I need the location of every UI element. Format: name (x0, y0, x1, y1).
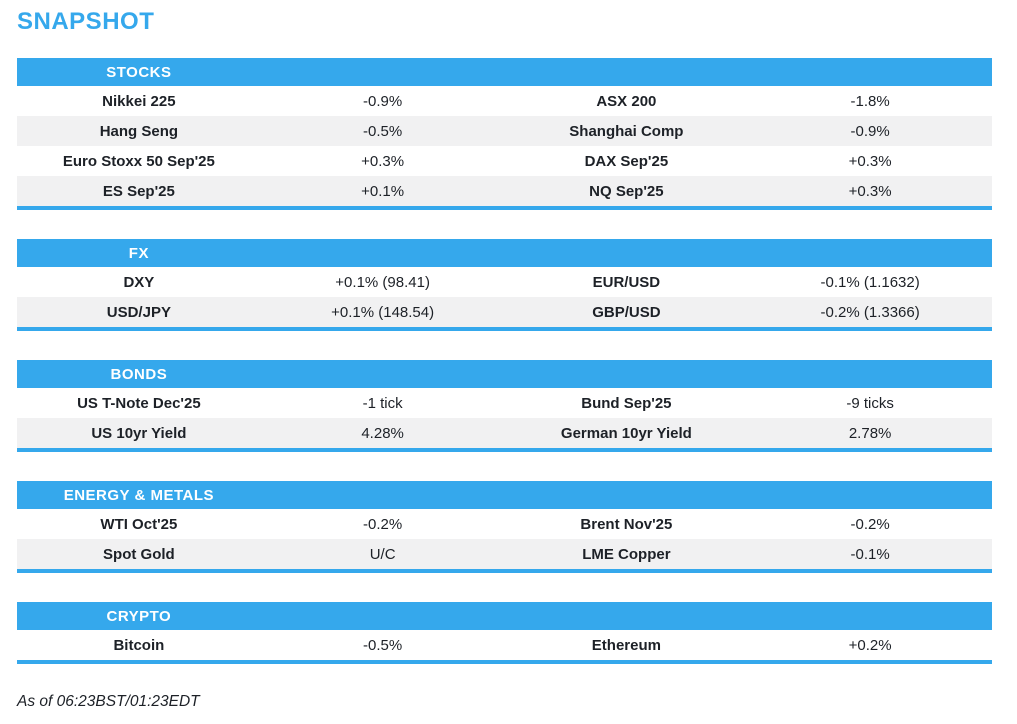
instrument-value: 2.78% (848, 424, 892, 442)
section-title: ENERGY & METALS (63, 486, 215, 504)
instrument-value: -0.9% (363, 92, 403, 110)
instrument-value: +0.2% (848, 636, 892, 654)
table-row: US T-Note Dec'25 -1 tick Bund Sep'25 -9 … (17, 388, 992, 418)
instrument-label: US T-Note Dec'25 (77, 394, 201, 412)
instrument-value: -0.2% (363, 515, 403, 533)
section-header-energy-metals: ENERGY & METALS (17, 481, 992, 509)
timestamp-note: As of 06:23BST/01:23EDT (17, 693, 200, 710)
instrument-label: Spot Gold (103, 545, 175, 563)
section-header-stocks: STOCKS (17, 58, 992, 86)
table-row: Nikkei 225 -0.9% ASX 200 -1.8% (17, 86, 992, 116)
table-row: WTI Oct'25 -0.2% Brent Nov'25 -0.2% (17, 509, 992, 539)
section-fx: FX DXY +0.1% (98.41) EUR/USD -0.1% (1.16… (17, 239, 992, 331)
section-header-crypto: CRYPTO (17, 602, 992, 630)
instrument-label: German 10yr Yield (560, 424, 692, 442)
table-row: ES Sep'25 +0.1% NQ Sep'25 +0.3% (17, 176, 992, 206)
section-energy-metals: ENERGY & METALS WTI Oct'25 -0.2% Brent N… (17, 481, 992, 573)
section-title: CRYPTO (106, 607, 172, 625)
instrument-label: Bund Sep'25 (581, 394, 672, 412)
page-title: SNAPSHOT (17, 8, 155, 35)
instrument-value: +0.1% (361, 182, 405, 200)
instrument-label: GBP/USD (592, 303, 661, 321)
instrument-value: -0.1% (1.1632) (820, 273, 920, 291)
instrument-value: -0.2% (850, 515, 890, 533)
table-row: DXY +0.1% (98.41) EUR/USD -0.1% (1.1632) (17, 267, 992, 297)
instrument-label: EUR/USD (592, 273, 661, 291)
instrument-value: -0.1% (850, 545, 890, 563)
instrument-value: +0.3% (848, 182, 892, 200)
snapshot-table: STOCKS Nikkei 225 -0.9% ASX 200 -1.8% Ha… (17, 58, 992, 664)
instrument-value: U/C (369, 545, 396, 563)
instrument-label: USD/JPY (106, 303, 171, 321)
section-title: FX (128, 244, 149, 262)
section-bonds: BONDS US T-Note Dec'25 -1 tick Bund Sep'… (17, 360, 992, 452)
section-crypto: CRYPTO Bitcoin -0.5% Ethereum +0.2% (17, 602, 992, 664)
instrument-label: Brent Nov'25 (580, 515, 673, 533)
section-title: BONDS (110, 365, 168, 383)
instrument-value: +0.1% (148.54) (331, 303, 435, 321)
section-header-bonds: BONDS (17, 360, 992, 388)
table-row: Bitcoin -0.5% Ethereum +0.2% (17, 630, 992, 660)
instrument-value: -1 tick (362, 394, 403, 412)
instrument-label: Euro Stoxx 50 Sep'25 (62, 152, 215, 170)
instrument-value: -9 ticks (846, 394, 894, 412)
table-row: USD/JPY +0.1% (148.54) GBP/USD -0.2% (1.… (17, 297, 992, 327)
instrument-label: DXY (123, 273, 155, 291)
table-row: US 10yr Yield 4.28% German 10yr Yield 2.… (17, 418, 992, 448)
instrument-value: +0.3% (361, 152, 405, 170)
instrument-label: DAX Sep'25 (584, 152, 669, 170)
instrument-label: LME Copper (582, 545, 671, 563)
table-row: Euro Stoxx 50 Sep'25 +0.3% DAX Sep'25 +0… (17, 146, 992, 176)
instrument-label: WTI Oct'25 (100, 515, 178, 533)
instrument-label: ES Sep'25 (102, 182, 175, 200)
section-stocks: STOCKS Nikkei 225 -0.9% ASX 200 -1.8% Ha… (17, 58, 992, 210)
instrument-value: -0.5% (363, 122, 403, 140)
instrument-label: ASX 200 (596, 92, 657, 110)
instrument-label: Hang Seng (99, 122, 179, 140)
instrument-value: -0.9% (850, 122, 890, 140)
instrument-value: -0.5% (363, 636, 403, 654)
section-title: STOCKS (106, 63, 172, 81)
instrument-value: -0.2% (1.3366) (820, 303, 920, 321)
table-row: Hang Seng -0.5% Shanghai Comp -0.9% (17, 116, 992, 146)
instrument-label: Shanghai Comp (569, 122, 684, 140)
section-header-fx: FX (17, 239, 992, 267)
instrument-label: NQ Sep'25 (589, 182, 664, 200)
instrument-value: -1.8% (850, 92, 890, 110)
instrument-label: Nikkei 225 (102, 92, 176, 110)
instrument-label: Bitcoin (113, 636, 165, 654)
instrument-label: Ethereum (591, 636, 661, 654)
instrument-value: 4.28% (361, 424, 404, 442)
instrument-value: +0.3% (848, 152, 892, 170)
instrument-value: +0.1% (98.41) (335, 273, 430, 291)
instrument-label: US 10yr Yield (91, 424, 187, 442)
table-row: Spot Gold U/C LME Copper -0.1% (17, 539, 992, 569)
